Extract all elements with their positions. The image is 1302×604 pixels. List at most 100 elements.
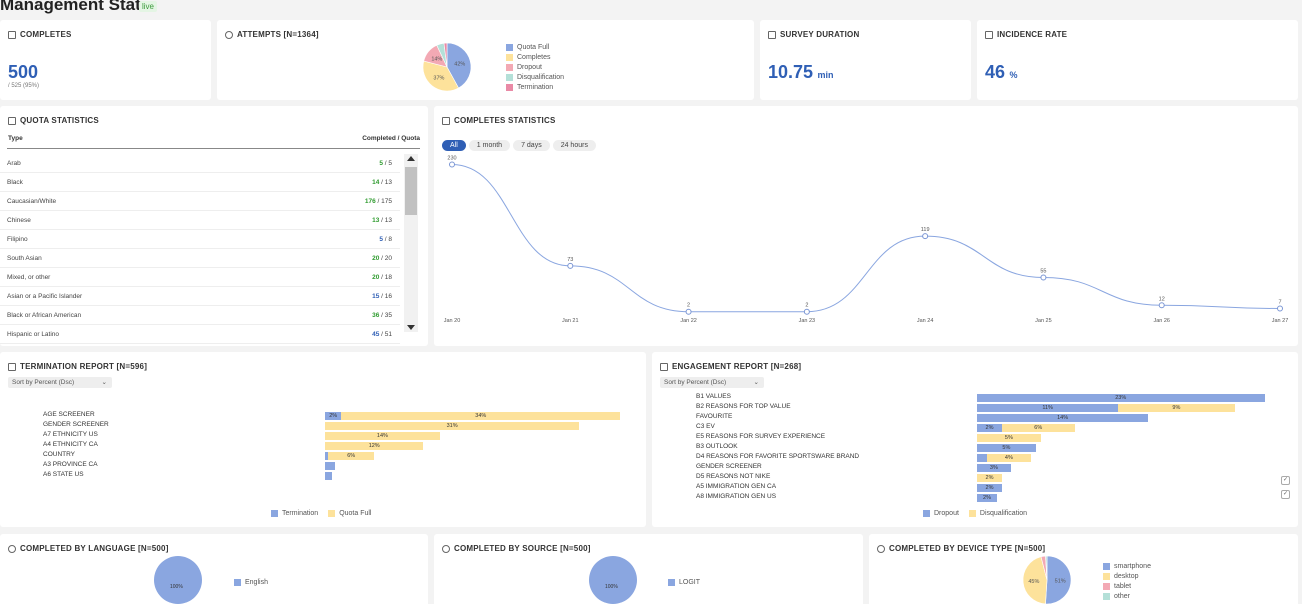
filter-1-month[interactable]: 1 month [468,140,511,151]
legend-label: Quota Full [517,43,550,51]
bar-row-label: D5 REASONS NOT NIKE [696,473,771,480]
bar-segment-a[interactable] [977,464,1011,472]
bar-segment-b[interactable] [1002,424,1075,432]
bar-segment-a[interactable] [325,472,333,480]
bar-row-label: D4 REASONS FOR FAVORITE SPORTSWARE BRAND [696,453,860,460]
legend-swatch [1103,562,1110,570]
bar-label: 2% [983,495,991,501]
bar-segment-b[interactable] [325,432,440,440]
bar-segment-a[interactable] [977,424,1002,432]
device-legend: smartphone desktop tablet other [1103,561,1151,601]
quota-row: Black or African American 36 / 35 [0,306,400,325]
check-icon[interactable]: ✓ [1281,490,1290,499]
quota-target: / 16 [379,293,392,300]
quota-completed: 5 [379,236,383,243]
device-legend-item[interactable]: desktop [1103,571,1151,581]
quota-completed: 14 [372,179,380,186]
bar-segment-a[interactable] [977,454,987,462]
filter-7-days[interactable]: 7 days [513,140,550,151]
data-point[interactable] [685,308,692,315]
bar-segment-b[interactable] [328,452,375,460]
data-point[interactable] [567,262,574,269]
bar-segment-b[interactable] [977,434,1041,442]
device-legend-item[interactable]: tablet [1103,581,1151,591]
device-legend-item[interactable]: other [1103,591,1151,601]
bar-segment-a[interactable] [325,412,342,420]
incidence-card: INCIDENCE RATE 46 % [977,20,1298,100]
bar-segment-b[interactable] [987,454,1031,462]
duration-value: 10.75 [768,62,814,82]
quota-value: 20 / 20 [372,255,392,262]
data-point[interactable] [1277,305,1283,312]
attempts-legend-item[interactable]: Termination [506,82,564,92]
quota-scrollbar[interactable] [404,154,418,332]
data-label: 12 [1159,296,1165,302]
bar-row-label: A7 ETHNICITY US [43,431,98,438]
bar-segment-b[interactable] [1118,404,1235,412]
pie-chart-icon [225,30,233,39]
quota-type: Caucasian/White [7,198,57,205]
legend-disqualification: Disqualification [979,509,1027,517]
legend-swatch [506,53,513,61]
filter-24-hours[interactable]: 24 hours [552,140,596,151]
check-icon[interactable]: ✓ [1281,476,1290,485]
bar-label: 4% [1004,455,1013,461]
bar-segment-a[interactable] [977,414,1149,422]
minus-box-icon [985,30,993,39]
source-card: COMPLETED BY SOURCE [N=500] 100% LOGIT [434,534,863,604]
bar-segment-b[interactable] [325,442,424,450]
bar-segment-b[interactable] [325,422,580,430]
quota-target: / 5 [382,160,392,167]
termination-sort-select[interactable]: Sort by Percent (Dsc) ⌄ [8,377,112,388]
bar-row-label: A4 ETHNICITY CA [43,441,98,448]
attempts-slice-1 [422,60,459,92]
data-point[interactable] [449,161,455,168]
bar-row-label: FAVOURITE [696,413,733,420]
quota-target: / 18 [379,274,392,281]
bar-segment-a[interactable] [325,462,335,470]
attempts-legend-item[interactable]: Quota Full [506,42,564,52]
completes-value: 500 [8,62,39,82]
scroll-thumb[interactable] [405,167,417,215]
legend-label: smartphone [1114,562,1151,570]
attempts-legend-item[interactable]: Completes [506,52,564,62]
bar-segment-a[interactable] [977,494,997,502]
device-slice-1 [1022,556,1048,604]
data-label: 230 [447,155,456,161]
scroll-down-icon[interactable] [407,325,415,330]
engagement-sort-select[interactable]: Sort by Percent (Dsc) ⌄ [660,377,764,388]
bar-label: 6% [347,453,356,459]
language-pie-slice [154,556,202,604]
data-point[interactable] [922,233,929,240]
device-slice-3 [1045,555,1048,581]
device-legend-item[interactable]: smartphone [1103,561,1151,571]
filter-all[interactable]: All [442,140,466,151]
data-point[interactable] [1040,274,1047,281]
bar-segment-a[interactable] [977,404,1119,412]
bar-label: 12% [368,443,380,449]
series-line [451,163,1281,313]
quota-table: Arab 5 / 5 Black 14 / 13 Caucasian/White 176 … [0,154,404,346]
quota-type: Arab [7,160,21,167]
scroll-up-icon[interactable] [407,156,415,161]
quota-value: 20 / 18 [372,274,392,281]
source-title: COMPLETED BY SOURCE [N=500] [454,544,591,553]
bar-segment-a[interactable] [977,484,1002,492]
bar-segment-b[interactable] [977,474,1002,482]
attempts-slice-4 [443,42,448,68]
duration-card: SURVEY DURATION 10.75 min [760,20,971,100]
bar-segment-a[interactable] [977,444,1036,452]
attempts-legend-item[interactable]: Disqualification [506,72,564,82]
attempts-legend-item[interactable]: Dropout [506,62,564,72]
data-label: 2 [805,303,808,309]
quota-type: Black or African American [7,312,82,319]
bar-row-label: COUNTRY [43,451,76,458]
quota-col-type: Type [8,135,23,142]
bar-segment-b[interactable] [341,412,621,420]
data-point[interactable] [803,308,810,315]
bar-label: 2% [329,413,338,419]
data-point[interactable] [1158,302,1165,309]
data-label: 55 [1040,268,1046,274]
bar-segment-a[interactable] [325,452,329,460]
bar-segment-a[interactable] [977,394,1265,402]
